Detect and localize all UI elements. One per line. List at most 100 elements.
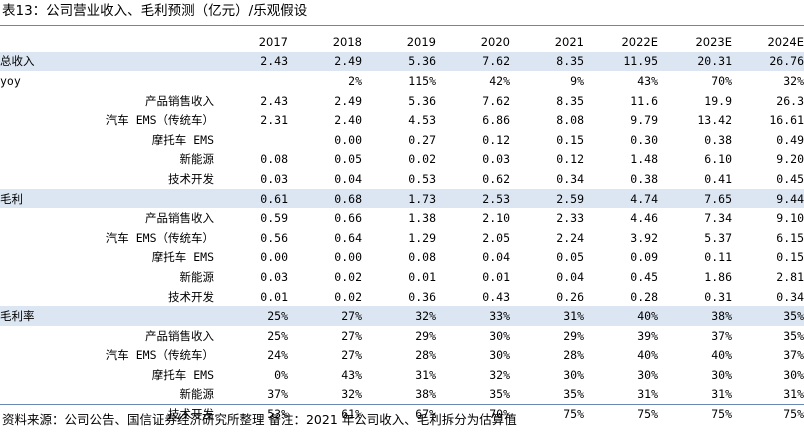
value-cell: 35% xyxy=(563,387,584,402)
value-cell: 9.20 xyxy=(776,152,804,167)
value-cell: 27% xyxy=(341,328,362,343)
value-cell: 0.43 xyxy=(482,289,510,304)
bottom-rule xyxy=(0,404,804,405)
year-header: 2023E xyxy=(695,34,732,49)
value-cell: 16.61 xyxy=(769,113,804,128)
value-cell: 0.02 xyxy=(408,152,436,167)
value-cell: 1.86 xyxy=(704,269,732,284)
value-cell: 0.31 xyxy=(704,289,732,304)
table-row: 摩托车 EMS 0.00 0.27 0.12 0.15 0.30 0.38 0.49 xyxy=(0,130,804,150)
value-cell: 0.68 xyxy=(288,188,362,209)
value-cell: 67% xyxy=(415,407,436,422)
value-cell: 0.04 xyxy=(334,171,362,186)
value-cell: 4.46 xyxy=(630,211,658,226)
header-row: 2017 2018 2019 2020 2021 2022E 2023E 202… xyxy=(0,32,804,52)
value-cell: 9.44 xyxy=(732,188,804,209)
year-header: 2022E xyxy=(621,34,658,49)
value-cell: 0.00 xyxy=(260,250,288,265)
value-cell: 2.05 xyxy=(482,230,510,245)
row-label: 毛利 xyxy=(0,188,214,209)
table-row: 技术开发 53% 61% 67% 70% 75% 75% 75% 75% xyxy=(0,404,804,424)
value-cell: 0.30 xyxy=(630,132,658,147)
value-cell: 0.02 xyxy=(334,289,362,304)
value-cell: 38% xyxy=(415,387,436,402)
value-cell: 0.66 xyxy=(334,211,362,226)
row-label: 技术开发 xyxy=(168,407,214,422)
value-cell: 0.04 xyxy=(482,250,510,265)
value-cell: 0.53 xyxy=(408,171,436,186)
year-header: 2021 xyxy=(554,34,584,49)
value-cell: 0.26 xyxy=(556,289,584,304)
value-cell: 0.56 xyxy=(260,230,288,245)
value-cell: 0.28 xyxy=(630,289,658,304)
value-cell: 35% xyxy=(732,306,804,326)
table-row: 新能源 0.03 0.02 0.01 0.01 0.04 0.45 1.86 2.81 xyxy=(0,267,804,287)
year-header: 2019 xyxy=(406,34,436,49)
value-cell: 0.36 xyxy=(408,289,436,304)
row-label: 汽车 EMS（传统车） xyxy=(105,348,214,363)
table-row: 总收入 2.43 2.49 5.36 7.62 8.35 11.95 20.31 26.76 xyxy=(0,51,804,72)
value-cell: 32% xyxy=(362,306,436,326)
row-label: 技术开发 xyxy=(168,289,214,304)
value-cell: 0.00 xyxy=(334,250,362,265)
table-row: 摩托车 EMS 0.00 0.00 0.08 0.04 0.05 0.09 0.11 0.15 xyxy=(0,248,804,268)
value-cell: 30% xyxy=(563,367,584,382)
value-cell: 7.62 xyxy=(482,93,510,108)
table-row: 毛利 0.61 0.68 1.73 2.53 2.59 4.74 7.65 9.44 xyxy=(0,188,804,209)
forecast-table: 2017 2018 2019 2020 2021 2022E 2023E 202… xyxy=(0,32,804,424)
value-cell: 6.10 xyxy=(704,152,732,167)
value-cell: 0.41 xyxy=(704,171,732,186)
row-label: 汽车 EMS（传统车） xyxy=(105,113,214,128)
value-cell: 0.38 xyxy=(704,132,732,147)
value-cell: 28% xyxy=(415,348,436,363)
top-rule xyxy=(0,25,804,26)
value-cell: 1.73 xyxy=(362,188,436,209)
value-cell: 32% xyxy=(341,387,362,402)
value-cell: 0.01 xyxy=(260,289,288,304)
value-cell: 13.42 xyxy=(697,113,732,128)
row-label: 摩托车 EMS xyxy=(151,132,214,147)
table-row: 技术开发 0.01 0.02 0.36 0.43 0.26 0.28 0.31 0.34 xyxy=(0,287,804,307)
value-cell: 53% xyxy=(267,407,288,422)
value-cell: 40% xyxy=(637,348,658,363)
value-cell: 6.15 xyxy=(776,230,804,245)
value-cell: 0.11 xyxy=(704,250,732,265)
value-cell: 5.36 xyxy=(362,51,436,72)
value-cell: 6.86 xyxy=(482,113,510,128)
value-cell xyxy=(214,130,288,150)
value-cell: 39% xyxy=(637,328,658,343)
header-label-cell xyxy=(0,32,214,52)
value-cell: 0.45 xyxy=(630,269,658,284)
value-cell: 0.38 xyxy=(630,171,658,186)
value-cell: 11.6 xyxy=(630,93,658,108)
value-cell: 75% xyxy=(783,407,804,422)
table-row: 技术开发 0.03 0.04 0.53 0.62 0.34 0.38 0.41 0.45 xyxy=(0,169,804,189)
row-label: 新能源 xyxy=(179,269,215,284)
value-cell: 29% xyxy=(563,328,584,343)
year-header: 2018 xyxy=(332,34,362,49)
row-label: 产品销售收入 xyxy=(145,211,214,226)
value-cell: 30% xyxy=(711,367,732,382)
value-cell: 37% xyxy=(783,348,804,363)
value-cell: 28% xyxy=(563,348,584,363)
value-cell: 61% xyxy=(341,407,362,422)
table-row: 汽车 EMS（传统车） 0.56 0.64 1.29 2.05 2.24 3.92 5.37 6… xyxy=(0,228,804,248)
value-cell: 0.03 xyxy=(260,171,288,186)
table-row: 产品销售收入 2.43 2.49 5.36 7.62 8.35 11.6 19.9 26.3 xyxy=(0,91,804,111)
value-cell: 30% xyxy=(783,367,804,382)
value-cell: 25% xyxy=(267,328,288,343)
row-label: 总收入 xyxy=(0,51,214,72)
table-row: 汽车 EMS（传统车） 24% 27% 28% 30% 28% 40% 40% 37% xyxy=(0,346,804,366)
value-cell: 0.08 xyxy=(408,250,436,265)
value-cell: 5.37 xyxy=(704,230,732,245)
value-cell: 8.08 xyxy=(556,113,584,128)
value-cell: 8.35 xyxy=(556,93,584,108)
value-cell: 115% xyxy=(408,73,436,88)
value-cell: 0.12 xyxy=(482,132,510,147)
table-title: 表13：公司营业收入、毛利预测（亿元）/乐观假设 xyxy=(2,3,308,19)
value-cell: 31% xyxy=(711,387,732,402)
value-cell: 0.64 xyxy=(334,230,362,245)
value-cell: 31% xyxy=(783,387,804,402)
value-cell: 27% xyxy=(341,348,362,363)
value-cell: 2.81 xyxy=(776,269,804,284)
